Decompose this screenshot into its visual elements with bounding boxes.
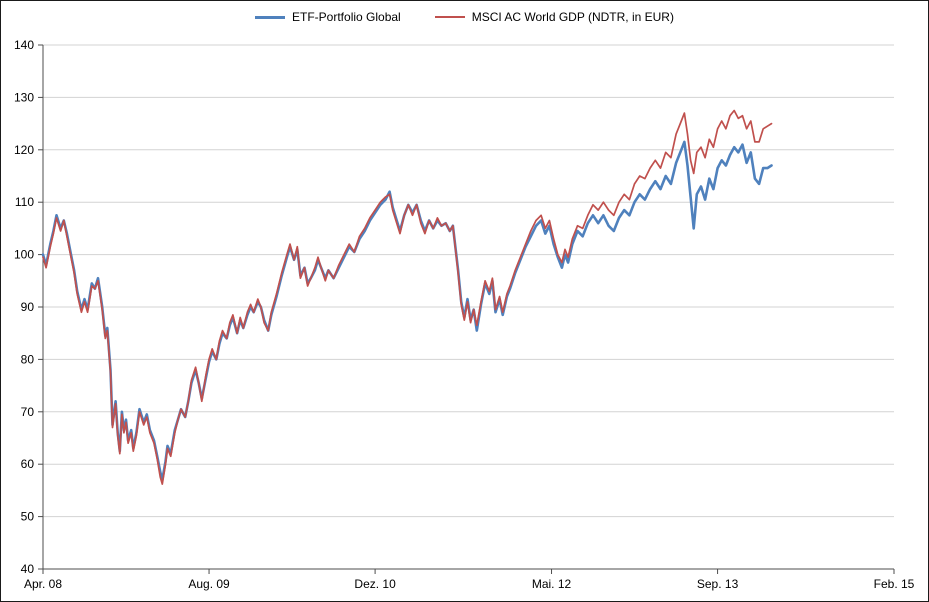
legend-label-msci: MSCI AC World GDP (NDTR, in EUR) — [471, 10, 674, 24]
x-axis-tick-label: Mai. 12 — [532, 577, 572, 591]
y-axis-tick-label: 50 — [21, 510, 35, 524]
legend-item-etf: ETF-Portfolio Global — [255, 10, 401, 24]
y-axis-tick-label: 80 — [21, 352, 35, 366]
legend: ETF-Portfolio Global MSCI AC World GDP (… — [1, 10, 928, 24]
y-axis-tick-label: 40 — [21, 562, 35, 576]
series-line-etf — [41, 140, 773, 482]
y-axis-tick-label: 70 — [21, 405, 35, 419]
y-axis-tick-label: 130 — [14, 90, 34, 104]
x-axis-tick-label: Feb. 15 — [874, 577, 915, 591]
x-axis-tick-label: Aug. 09 — [188, 577, 230, 591]
legend-item-msci: MSCI AC World GDP (NDTR, in EUR) — [434, 10, 674, 24]
msci-series-line-icon — [434, 16, 465, 18]
y-axis-tick-label: 120 — [14, 143, 34, 157]
series-line-msci — [42, 109, 773, 485]
y-axis-tick-label: 60 — [21, 457, 35, 471]
legend-label-etf: ETF-Portfolio Global — [292, 10, 401, 24]
y-axis-tick-label: 110 — [15, 195, 34, 209]
etf-series-line-icon — [255, 15, 286, 19]
x-axis-tick-label: Apr. 08 — [24, 577, 62, 591]
y-axis-tick-label: 90 — [21, 300, 35, 314]
y-axis-tick-label: 100 — [14, 248, 34, 262]
y-axis-tick-label: 140 — [14, 38, 34, 52]
x-axis-tick-label: Sep. 13 — [697, 577, 739, 591]
x-axis-tick-label: Dez. 10 — [354, 577, 396, 591]
